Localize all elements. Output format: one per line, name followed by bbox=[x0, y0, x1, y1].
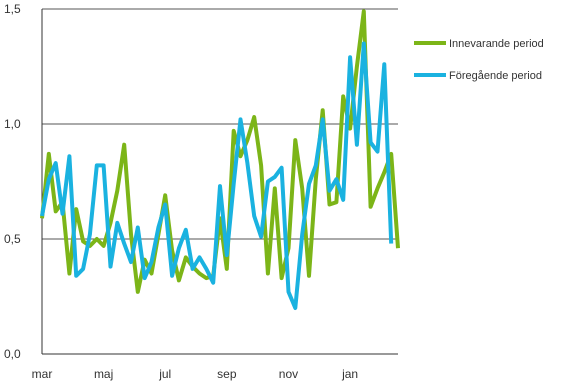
legend-item: Föregående period bbox=[414, 70, 542, 82]
series-lines bbox=[40, 9, 400, 310]
x-tick-label: jul bbox=[158, 367, 171, 381]
y-axis-tick-labels: 0,0 0,5 1,0 1,5 bbox=[4, 2, 21, 361]
x-tick-label: maj bbox=[94, 367, 113, 381]
x-tick-label: mar bbox=[32, 367, 53, 381]
x-tick-label: nov bbox=[279, 367, 298, 381]
legend-label: Föregående period bbox=[449, 70, 542, 82]
legend-item: Innevarande period bbox=[414, 38, 544, 50]
legend-label: Innevarande period bbox=[449, 38, 544, 50]
y-tick-label: 0,5 bbox=[4, 232, 21, 246]
series-line-2 bbox=[40, 41, 394, 310]
x-tick-label: jan bbox=[341, 367, 358, 381]
x-tick-label: sep bbox=[217, 367, 237, 381]
x-axis-tick-labels: mar maj jul sep nov jan bbox=[32, 367, 358, 381]
y-tick-label: 0,0 bbox=[4, 347, 21, 361]
y-tick-label: 1,0 bbox=[4, 117, 21, 131]
legend: Innevarande period Föregående period bbox=[414, 38, 544, 82]
series-line-1 bbox=[40, 9, 400, 294]
grid-lines bbox=[41, 8, 398, 355]
y-tick-label: 1,5 bbox=[4, 2, 21, 16]
